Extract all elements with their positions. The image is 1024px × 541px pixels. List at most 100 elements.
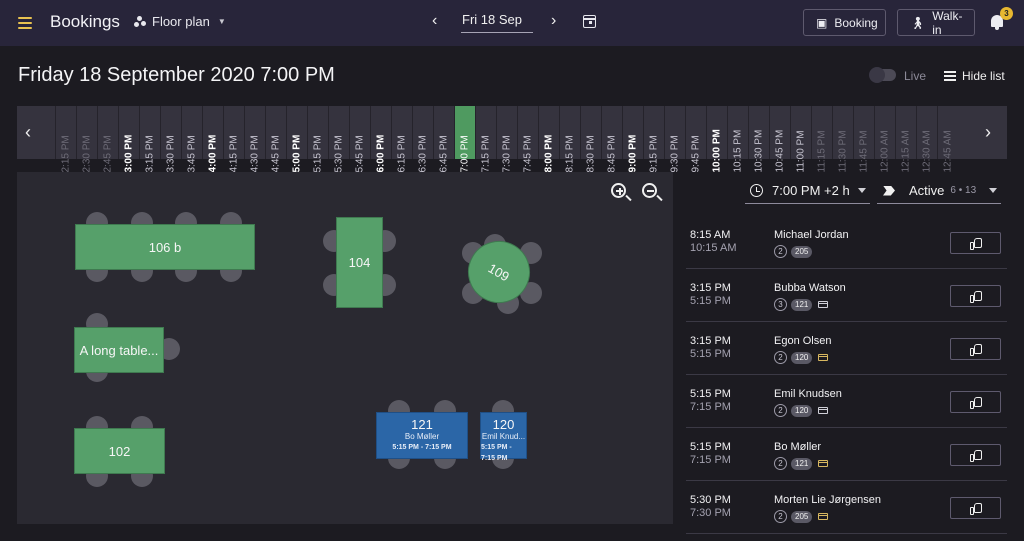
timeline-slot[interactable]: 11:15 PM: [811, 106, 832, 173]
timeline-slot[interactable]: 5:30 PM: [328, 106, 349, 173]
new-booking-button[interactable]: ▣ Booking: [803, 9, 886, 36]
timeline-slot-label: 2:45 PM: [102, 135, 114, 173]
seat-guest-button[interactable]: [950, 391, 1001, 413]
timeline-slot-label: 5:00 PM: [291, 134, 303, 173]
timeline-slot[interactable]: 7:45 PM: [517, 106, 538, 173]
timeline-slot[interactable]: 3:30 PM: [160, 106, 181, 173]
timeline-slot[interactable]: 11:00 PM: [790, 106, 811, 173]
seat-guest-button[interactable]: [950, 285, 1001, 307]
timeline-slot[interactable]: 4:15 PM: [223, 106, 244, 173]
timeline-slot[interactable]: 10:30 PM: [748, 106, 769, 173]
table-106b[interactable]: 106 b: [75, 224, 255, 270]
next-day-button[interactable]: ›: [551, 12, 557, 29]
timeline-slot[interactable]: 11:45 PM: [853, 106, 874, 173]
guest-count: 2: [774, 404, 787, 417]
seat-guest-button[interactable]: [950, 497, 1001, 519]
timeline-slot[interactable]: 8:00 PM: [538, 106, 559, 173]
live-toggle[interactable]: [869, 67, 896, 83]
timeline-slot[interactable]: 7:15 PM: [475, 106, 496, 173]
timeline-slot[interactable]: 10:15 PM: [727, 106, 748, 173]
thumbs-up-icon: [970, 291, 982, 303]
timeline-slot-label: 8:15 PM: [564, 135, 576, 173]
timeline-slot[interactable]: 9:30 PM: [664, 106, 685, 173]
reservation-row[interactable]: 8:15 AM 10:15 AM Michael Jordan 2 205: [686, 216, 1007, 269]
timeline-slot[interactable]: 5:45 PM: [349, 106, 370, 173]
table-102[interactable]: 102: [74, 428, 165, 474]
table-long[interactable]: A long table...: [74, 327, 164, 373]
thumbs-up-icon: [970, 397, 982, 409]
timeline-slot-label: 5:15 PM: [312, 135, 324, 173]
timeline-slot[interactable]: 10:00 PM: [706, 106, 727, 173]
reservation-row[interactable]: 5:15 PM 7:15 PM Bo Møller 2 121: [686, 428, 1007, 481]
zoom-in-icon[interactable]: [610, 182, 632, 204]
timeline-slot[interactable]: 2:30 PM: [76, 106, 97, 173]
timeline-slot[interactable]: 9:45 PM: [685, 106, 706, 173]
timeline-slot-label: 7:00 PM: [459, 135, 471, 173]
timeline-slot[interactable]: 6:45 PM: [433, 106, 454, 173]
timeline-slot-label: 3:15 PM: [144, 135, 156, 173]
hide-list-button[interactable]: Hide list: [944, 69, 1005, 83]
timeline-slot[interactable]: 3:45 PM: [181, 106, 202, 173]
timeline-slot[interactable]: 7:00 PM: [454, 106, 475, 173]
table-badge: 120: [791, 404, 813, 417]
timeline-slot[interactable]: 12:15 AM: [895, 106, 916, 173]
date-field[interactable]: Fri 18 Sep: [461, 12, 533, 33]
reservation-row[interactable]: 3:15 PM 5:15 PM Bubba Watson 3 121: [686, 269, 1007, 322]
calendar-icon[interactable]: [583, 15, 596, 28]
walking-person-icon: 🚶︎: [910, 15, 926, 30]
timeline-slot[interactable]: 4:45 PM: [265, 106, 286, 173]
timeline-slot[interactable]: 9:00 PM: [622, 106, 643, 173]
payment-card-icon: [818, 460, 829, 467]
reservation-meta: 2 120: [774, 351, 829, 364]
payment-card-icon: [818, 407, 829, 414]
reservation-name: Michael Jordan: [774, 229, 849, 241]
table-104[interactable]: 104: [336, 217, 383, 308]
menu-icon[interactable]: [14, 13, 38, 33]
reservation-start: 5:15 PM: [690, 441, 731, 453]
previous-day-button[interactable]: ‹: [432, 12, 438, 29]
zoom-out-icon[interactable]: [641, 182, 663, 204]
timeline-slot[interactable]: 6:00 PM: [370, 106, 391, 173]
timeline-prev-button[interactable]: ‹: [25, 122, 31, 142]
timeline-slot[interactable]: 9:15 PM: [643, 106, 664, 173]
time-range-select[interactable]: 7:00 PM +2 h: [745, 178, 870, 204]
timeline-slot[interactable]: 4:00 PM: [202, 106, 223, 173]
timeline-slot[interactable]: 8:30 PM: [580, 106, 601, 173]
timeline-slot[interactable]: 5:00 PM: [286, 106, 307, 173]
timeline-slot[interactable]: 11:30 PM: [832, 106, 853, 173]
reservation-start: 5:15 PM: [690, 388, 731, 400]
reservation-row[interactable]: 3:15 PM 5:15 PM Egon Olsen 2 120: [686, 322, 1007, 375]
walk-in-button[interactable]: 🚶︎ Walk-in: [897, 9, 975, 37]
timeline-slot[interactable]: 5:15 PM: [307, 106, 328, 173]
timeline-slot[interactable]: 12:30 AM: [916, 106, 937, 173]
seat-guest-button[interactable]: [950, 232, 1001, 254]
thumbs-up-icon: [970, 238, 982, 250]
timeline-slot[interactable]: 12:45 AM: [937, 106, 958, 173]
timeline-slot[interactable]: 6:15 PM: [391, 106, 412, 173]
seat-guest-button[interactable]: [950, 444, 1001, 466]
status-filter-select[interactable]: Active 6 • 13: [877, 178, 1001, 204]
timeline-slot[interactable]: 10:45 PM: [769, 106, 790, 173]
view-selector[interactable]: Floor plan ▼: [134, 14, 226, 29]
timeline-next-button[interactable]: ›: [985, 122, 991, 142]
seat-guest-button[interactable]: [950, 338, 1001, 360]
timeline-slot[interactable]: 3:15 PM: [139, 106, 160, 173]
table-120[interactable]: 120 Emil Knud... 5:15 PM - 7:15 PM: [480, 412, 527, 462]
timeline-slot[interactable]: 7:30 PM: [496, 106, 517, 173]
reservation-row[interactable]: 5:30 PM 7:30 PM Morten Lie Jørgensen 2 2…: [686, 481, 1007, 534]
timeline-slot-label: 10:00 PM: [711, 129, 723, 173]
timeline-slot[interactable]: 4:30 PM: [244, 106, 265, 173]
timeline-slot[interactable]: 2:15 PM: [55, 106, 76, 173]
timeline-slot[interactable]: 12:00 AM: [874, 106, 895, 173]
reservation-row[interactable]: 5:15 PM 7:15 PM Emil Knudsen 2 120: [686, 375, 1007, 428]
timeline-slot-label: 6:00 PM: [375, 134, 387, 173]
bell-icon[interactable]: [990, 14, 1004, 30]
table-121[interactable]: 121 Bo Møller 5:15 PM - 7:15 PM: [376, 412, 468, 459]
timeline-slot[interactable]: 2:45 PM: [97, 106, 118, 173]
timeline-slot[interactable]: 3:00 PM: [118, 106, 139, 173]
timeline-slot-label: 12:15 AM: [900, 130, 912, 173]
timeline-slot[interactable]: 8:15 PM: [559, 106, 580, 173]
timeline-slot[interactable]: 8:45 PM: [601, 106, 622, 173]
table-badge: 121: [791, 298, 813, 311]
timeline-slot[interactable]: 6:30 PM: [412, 106, 433, 173]
